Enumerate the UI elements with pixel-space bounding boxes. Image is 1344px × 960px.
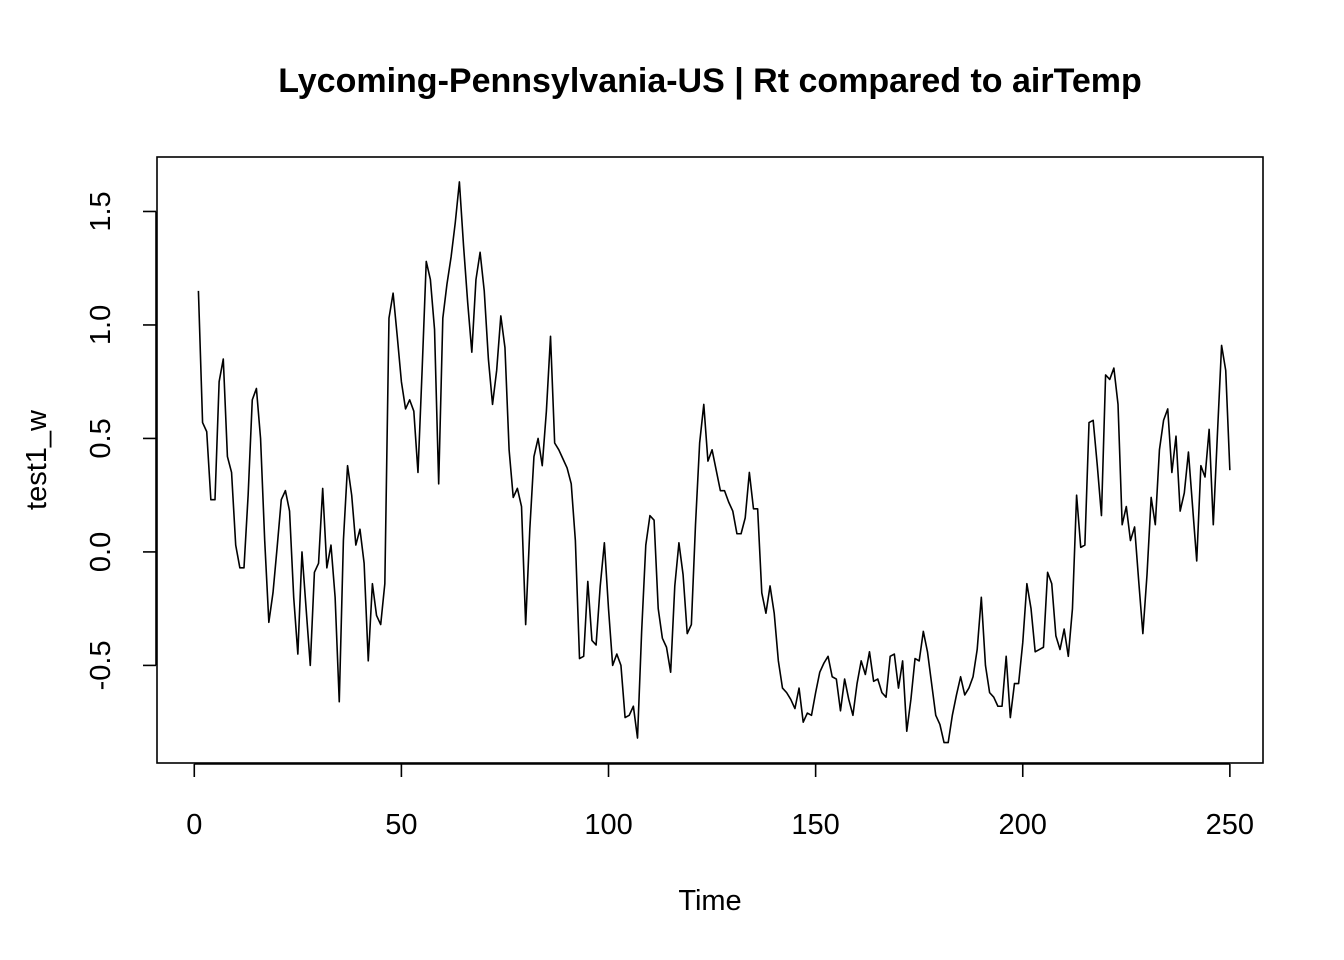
series-line <box>197 181 1231 744</box>
y-tick-label: 0.0 <box>85 532 117 572</box>
y-tick-label: 1.0 <box>85 305 117 345</box>
chart-title: Lycoming-Pennsylvania-US | Rt compared t… <box>278 62 1141 100</box>
plot-frame <box>156 156 1264 764</box>
x-tick-label: 150 <box>791 809 839 841</box>
y-axis: -0.5 0.0 0.5 1.0 1.5 <box>85 191 157 690</box>
x-tick-label: 200 <box>999 809 1047 841</box>
x-axis-label: Time <box>678 885 741 917</box>
x-tick-label: 0 <box>186 809 202 841</box>
y-tick-label: -0.5 <box>85 640 117 690</box>
y-tick-label: 0.5 <box>85 418 117 458</box>
x-tick-label: 100 <box>584 809 632 841</box>
x-tick-label: 50 <box>385 809 417 841</box>
x-axis: 0 50 100 150 200 250 <box>186 763 1254 841</box>
x-tick-label: 250 <box>1206 809 1254 841</box>
y-axis-label: test1_w <box>21 409 53 510</box>
y-tick-label: 1.5 <box>85 191 117 231</box>
